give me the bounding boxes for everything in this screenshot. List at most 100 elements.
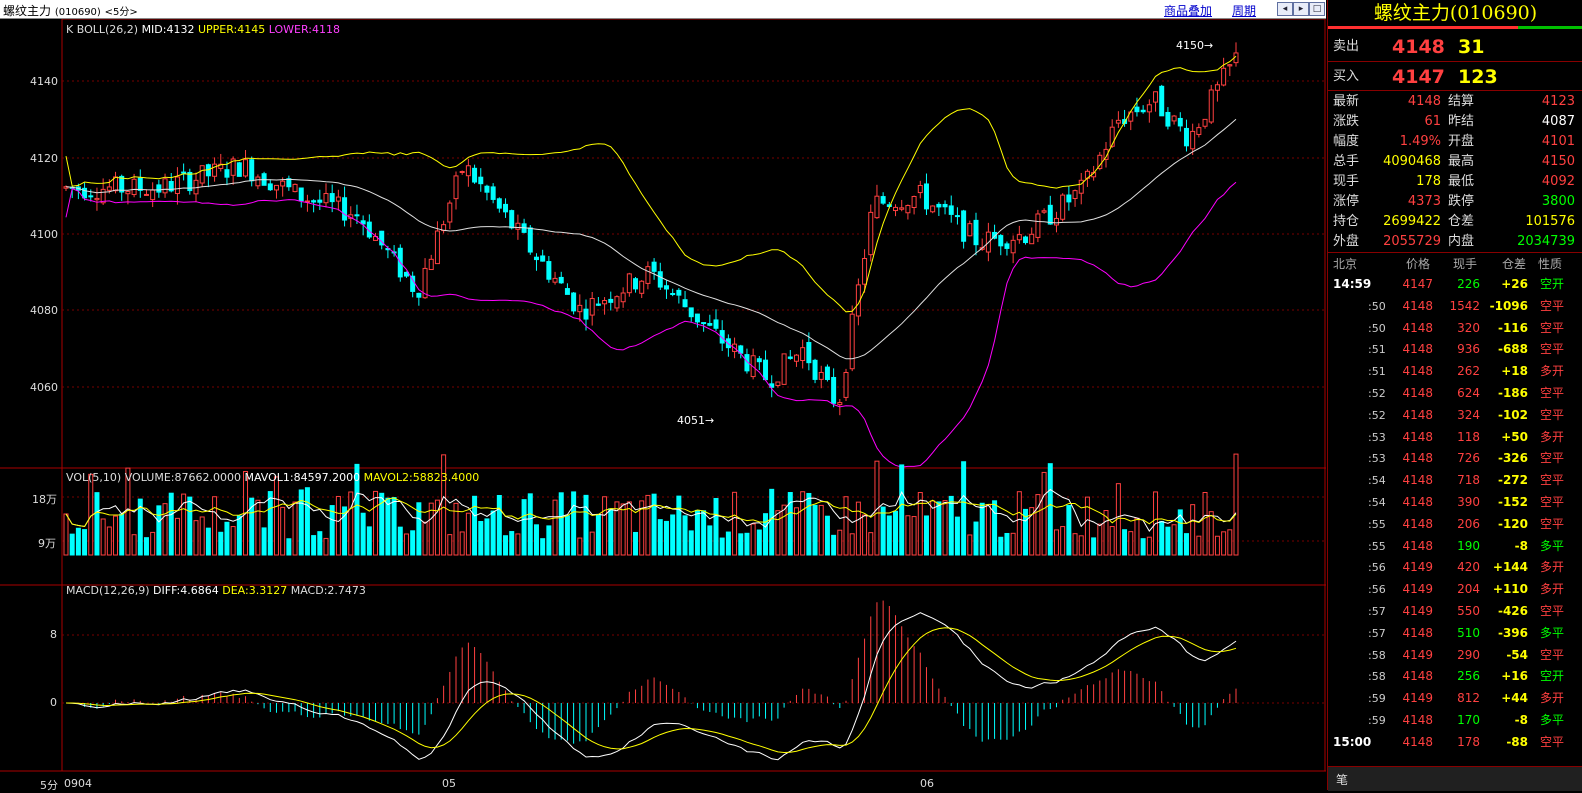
tick-row[interactable]: :58 4148 256 +16 空开 [1328,666,1582,688]
tick-time: :51 [1368,343,1386,357]
stat-value: 2034739 [1517,234,1575,249]
tick-row[interactable]: :55 4148 190 -8 多平 [1328,536,1582,558]
candle-body [998,235,1004,247]
candle-body [682,299,688,308]
stat-value: 4101 [1541,134,1575,149]
cycle-link[interactable]: 周期 [1232,4,1257,18]
overlay-link[interactable]: 商品叠加 [1164,4,1213,18]
candle-body [82,187,88,199]
tick-row[interactable]: :59 4149 812 +44 多开 [1328,688,1582,710]
sell-row: 卖出 4148 31 [1328,34,1582,60]
candle-body [1140,109,1146,113]
tick-diff: -152 [1497,495,1528,509]
volume-bar [82,529,88,556]
tick-volume: 170 [1457,713,1480,727]
tick-nature: 多开 [1540,691,1565,706]
candle-body [589,298,595,316]
volume-bar [434,499,440,556]
maximize-icon[interactable]: □ [1309,2,1325,16]
restore-icon[interactable]: ▸ [1293,2,1309,16]
volume-bar [428,502,434,556]
volume-bar [725,531,731,556]
tick-row[interactable]: :51 4148 936 -688 空平 [1328,339,1582,361]
candle-body [100,188,106,204]
tick-row[interactable]: :56 4149 420 +144 多开 [1328,557,1582,579]
chart-title-bar: 螺纹主力 (010690) <5分> 商品叠加 周期 ◂ ▸ □ [0,0,1326,19]
tick-row[interactable]: :57 4149 550 -426 空平 [1328,601,1582,623]
stat-row: 幅度 1.49% 开盘 4101 [1328,132,1582,152]
mavol1-line [65,488,1237,532]
volume-bar [193,520,199,556]
tick-row[interactable]: :53 4148 118 +50 多开 [1328,427,1582,449]
candle-body [181,171,187,174]
candle-body [880,196,886,204]
period-tab[interactable]: 5分 [40,779,58,792]
tick-row[interactable]: :57 4148 510 -396 多平 [1328,623,1582,645]
candle-body [273,184,279,191]
candle-body [1115,119,1121,124]
volume-bar [985,504,991,556]
tick-price: 4147 [1402,277,1433,291]
volume-bar [626,501,632,556]
tick-row[interactable]: :51 4148 262 +18 多开 [1328,361,1582,383]
volume-bar [75,527,81,556]
candle-body [329,193,335,203]
high-price-mark: 4150→ [1176,39,1214,52]
tick-row[interactable]: 15:00 4148 178 -88 空平 [1328,732,1582,754]
volume-bar [484,518,490,556]
candle-body [1153,91,1159,103]
candle-body [905,205,911,214]
tick-volume: 262 [1457,364,1480,379]
tick-diff: -1096 [1489,298,1528,313]
candle-body [434,230,440,265]
candle-body [1047,204,1053,225]
tick-tab[interactable]: 笔 [1336,773,1349,787]
stat-value: 1.49% [1399,134,1441,149]
tick-row[interactable]: :54 4148 390 -152 空平 [1328,492,1582,514]
tick-time: :54 [1368,496,1386,509]
tick-row[interactable]: :52 4148 324 -102 空平 [1328,405,1582,427]
tick-diff: -120 [1497,516,1528,531]
candle-body [1134,106,1140,113]
chart-area[interactable]: K BOLL(26,2) MID:4132 UPPER:4145 LOWER:4… [0,19,1326,792]
x-label: 05 [442,777,456,790]
tick-nature: 空平 [1540,451,1565,466]
tick-row[interactable]: :55 4148 206 -120 空平 [1328,514,1582,536]
panel-bottom-bar: 笔 [1328,766,1582,791]
minimize-icon[interactable]: ◂ [1277,2,1293,16]
boll-upper-line [65,55,1237,313]
tick-row[interactable]: :50 4148 320 -116 空平 [1328,318,1582,340]
sell-label: 卖出 [1333,39,1360,54]
tick-row[interactable]: :54 4148 718 -272 空平 [1328,470,1582,492]
volume-bar [583,494,589,556]
volume-bar [571,491,577,556]
tick-row[interactable]: :56 4149 204 +110 多开 [1328,579,1582,601]
candle-body [670,293,676,296]
instrument-code: (010690) [54,7,101,18]
volume-bar [255,499,261,556]
candle-body [1060,194,1066,220]
candle-body [1103,148,1109,160]
tick-row[interactable]: :59 4148 170 -8 多平 [1328,710,1582,732]
tick-row[interactable]: :53 4148 726 -326 空平 [1328,448,1582,470]
tick-row[interactable]: :52 4148 624 -186 空平 [1328,383,1582,405]
tick-price: 4148 [1402,342,1433,357]
volume-bar [311,535,317,556]
stat-value: 2699422 [1383,214,1441,229]
tick-row[interactable]: :50 4148 1542 -1096 空平 [1328,296,1582,318]
candle-body [948,205,954,215]
tick-price: 4148 [1402,407,1433,422]
diff-line [65,612,1237,761]
tick-row[interactable]: :58 4149 290 -54 空平 [1328,645,1582,667]
volume-bar [645,494,651,556]
tick-time: :58 [1368,648,1386,662]
tick-volume: 206 [1457,516,1480,531]
volume-bar [1134,517,1140,556]
tick-row[interactable]: 14:59 4147 226 +26 空开 [1328,274,1582,296]
volume-bar [354,463,360,556]
chart-canvas[interactable] [0,19,1326,790]
tick-diff: -8 [1514,713,1528,727]
volume-bar [366,526,372,556]
tick-time: :52 [1368,408,1386,422]
volume-bar [1196,535,1202,556]
